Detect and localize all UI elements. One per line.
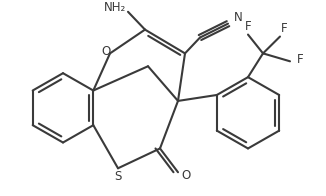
Text: N: N: [234, 11, 242, 24]
Text: F: F: [281, 22, 287, 35]
Text: O: O: [101, 45, 111, 58]
Text: NH₂: NH₂: [104, 1, 126, 14]
Text: O: O: [181, 169, 191, 182]
Text: S: S: [114, 170, 122, 183]
Text: F: F: [245, 20, 251, 33]
Text: F: F: [297, 53, 303, 66]
